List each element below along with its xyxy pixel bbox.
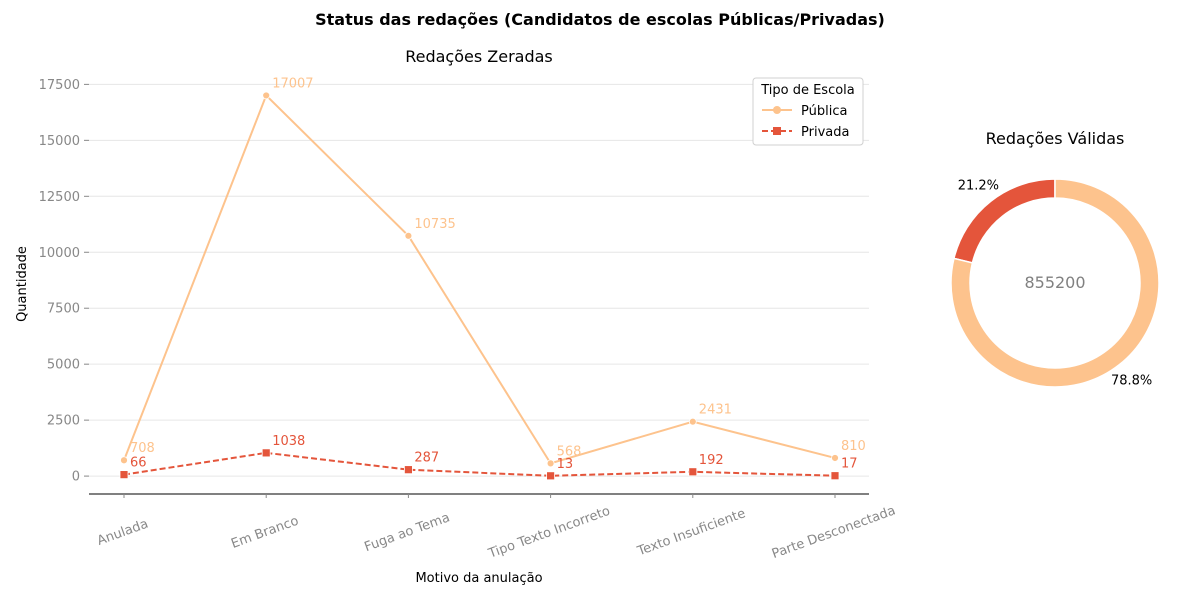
slice-label: 21.2% [958, 179, 999, 194]
data-label-publica: 17007 [272, 76, 313, 91]
data-point-publica [688, 417, 697, 426]
data-label-privada: 192 [699, 453, 724, 468]
data-point-privada [830, 471, 840, 481]
data-point-privada [546, 471, 555, 481]
data-point-publica [546, 459, 555, 468]
data-point-privada [403, 465, 413, 475]
x-tick-label: Fuga ao Tema [362, 510, 451, 555]
data-point-privada [261, 448, 271, 458]
data-point-publica [404, 231, 413, 240]
y-tick-labels: 0 2500 5000 7500 10000 12500 15000 17500 [39, 78, 89, 485]
legend: Tipo de Escola Pública Privada [752, 77, 864, 146]
figure-title: Status das redações (Candidatos de escol… [315, 10, 885, 29]
x-tick-label: Parte Desconectada [770, 503, 898, 562]
x-tick-label: Anulada [95, 517, 150, 549]
donut-center-label: 855200 [1024, 273, 1085, 292]
data-label-privada: 17 [841, 457, 858, 472]
data-label-publica: 568 [557, 444, 582, 459]
y-tick-label: 5000 [47, 358, 80, 373]
line-chart: Redações Zeradas 0 2500 5000 7500 10000 12500… [15, 47, 898, 586]
data-point-privada [119, 470, 129, 480]
y-tick-label: 0 [72, 470, 80, 485]
donut-slice [950, 178, 1160, 388]
data-point-publica [831, 454, 839, 462]
data-label-privada: 13 [557, 457, 574, 472]
y-tick-label: 2500 [47, 414, 80, 429]
data-label-publica: 810 [841, 439, 866, 454]
line-chart-title: Redações Zeradas [405, 47, 553, 66]
legend-title: Tipo de Escola [760, 83, 855, 98]
data-point-publica [262, 91, 271, 100]
x-tick-label: Tipo Texto Incorreto [486, 504, 613, 562]
y-tick-label: 15000 [39, 134, 80, 149]
data-label-publica: 10735 [414, 217, 455, 232]
legend-label-privada: Privada [801, 125, 849, 140]
slice-label: 78.8% [1111, 373, 1152, 388]
x-tick-label: Texto Insuficiente [635, 506, 748, 559]
y-tick-label: 7500 [47, 302, 80, 317]
series-line-privada [123, 451, 836, 477]
x-tick-labels: Anulada Em Branco Fuga ao Tema Tipo Texto I… [95, 494, 898, 562]
data-label-publica: 708 [130, 441, 155, 456]
series-group: 708 17007 10735 568 2431 810 66 1038 287 13 192 17 [119, 76, 866, 481]
data-label-privada: 1038 [272, 434, 305, 449]
series-line-publica [123, 93, 836, 465]
legend-marker-publica [773, 106, 781, 114]
y-axis-label: Quantidade [15, 246, 30, 322]
x-axis-label: Motivo da anulação [415, 571, 542, 586]
data-label-publica: 2431 [699, 403, 732, 418]
data-label-privada: 66 [130, 456, 147, 471]
donut-chart: Redações Válidas 21.2% 78.8% 855200 [950, 129, 1160, 388]
legend-marker-privada [773, 127, 781, 135]
gridlines [89, 83, 869, 477]
x-tick-label: Em Branco [229, 514, 300, 552]
y-tick-label: 10000 [39, 246, 80, 261]
y-tick-label: 17500 [39, 78, 80, 93]
donut-chart-title: Redações Válidas [986, 129, 1125, 148]
donut-slices: 21.2% 78.8% [950, 178, 1160, 388]
data-point-privada [688, 467, 698, 477]
legend-label-publica: Pública [801, 104, 847, 119]
y-tick-label: 12500 [39, 190, 80, 205]
data-label-privada: 287 [414, 451, 439, 466]
data-point-publica [120, 456, 128, 465]
